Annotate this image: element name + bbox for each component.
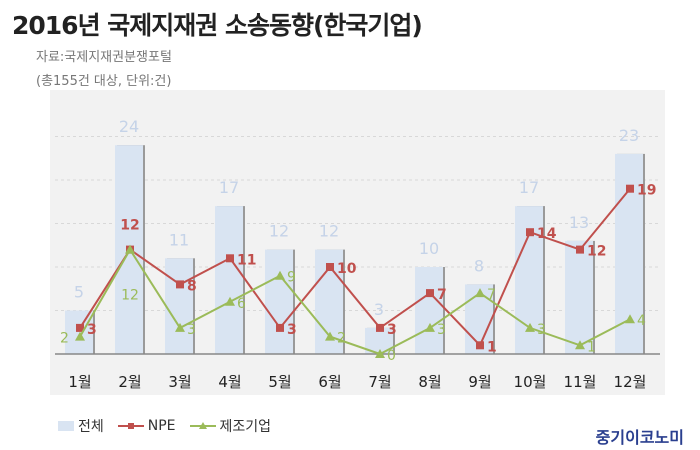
x-tick-label: 4월 xyxy=(218,373,241,391)
x-tick-label: 6월 xyxy=(318,373,341,391)
npe-label: 3 xyxy=(387,322,397,338)
bar-label: 12 xyxy=(269,222,289,241)
bar-label: 11 xyxy=(169,230,189,249)
manufacturer-label: 4 xyxy=(637,313,646,329)
triangle-line-icon xyxy=(189,422,216,429)
npe-marker xyxy=(476,341,484,350)
manufacturer-marker xyxy=(625,314,635,324)
npe-line xyxy=(79,188,631,348)
manufacturer-marker xyxy=(175,322,185,332)
bar-label: 24 xyxy=(119,117,139,136)
manufacturer-label: 9 xyxy=(287,270,296,286)
x-tick-label: 9월 xyxy=(468,373,491,391)
npe-marker xyxy=(226,254,234,263)
bar-label: 8 xyxy=(474,256,484,275)
npe-label: 7 xyxy=(437,287,447,303)
x-tick-label: 2월 xyxy=(118,373,141,391)
manufacturer-marker xyxy=(325,331,335,341)
manufacturer-marker xyxy=(425,322,435,332)
manufacturer-marker xyxy=(475,288,485,298)
bar xyxy=(265,249,293,354)
manufacturer-label: 2 xyxy=(337,331,346,347)
unit-note: (총155건 대상, 단위:건) xyxy=(36,74,172,89)
bar-label: 13 xyxy=(569,213,589,232)
manufacturer-label: 2 xyxy=(60,331,69,347)
manufacturer-label: 6 xyxy=(237,296,246,312)
npe-label: 10 xyxy=(337,261,357,277)
npe-marker xyxy=(76,323,84,332)
npe-marker xyxy=(276,323,284,332)
legend-item-manufacturer: 제조기업 xyxy=(189,416,271,436)
npe-marker xyxy=(426,289,434,298)
bar-label: 12 xyxy=(319,222,339,241)
manufacturer-marker xyxy=(275,270,285,280)
npe-marker xyxy=(376,323,384,332)
npe-label: 12 xyxy=(120,218,139,234)
bar xyxy=(65,310,93,354)
manufacturer-label: 3 xyxy=(187,322,196,338)
bar-label: 23 xyxy=(619,126,639,145)
manufacturer-marker xyxy=(575,340,585,350)
bar-label: 3 xyxy=(374,300,384,319)
legend-item-total: 전체 xyxy=(58,416,104,436)
manufacturer-marker xyxy=(375,349,385,358)
x-tick-label: 3월 xyxy=(168,373,191,391)
manufacturer-label: 1 xyxy=(587,339,596,355)
x-tick-label: 8월 xyxy=(418,373,441,391)
bar xyxy=(565,240,593,354)
bar-swatch-icon xyxy=(58,421,74,431)
x-tick-label: 1월 xyxy=(68,373,91,391)
x-tick-label: 10월 xyxy=(514,373,547,391)
bar xyxy=(215,206,243,354)
source-note: 자료:국제지재권분쟁포털 xyxy=(36,50,172,65)
manufacturer-label: 0 xyxy=(387,348,396,364)
x-tick-label: 7월 xyxy=(368,373,391,391)
manufacturer-label: 12 xyxy=(121,288,139,304)
manufacturer-marker xyxy=(75,331,85,341)
x-tick-label: 12월 xyxy=(614,373,647,391)
legend: 전체 NPE 제조기업 xyxy=(58,416,271,436)
x-tick-label: 5월 xyxy=(268,373,291,391)
npe-label: 3 xyxy=(287,322,297,338)
bar xyxy=(165,258,193,354)
x-tick-label: 11월 xyxy=(564,373,597,391)
legend-item-npe: NPE xyxy=(117,418,176,434)
npe-label: 19 xyxy=(637,183,656,199)
npe-marker xyxy=(526,228,534,237)
npe-label: 1 xyxy=(487,339,497,355)
manufacturer-label: 7 xyxy=(487,287,496,303)
manufacturer-label: 3 xyxy=(437,322,446,338)
npe-label: 14 xyxy=(537,226,557,242)
npe-marker xyxy=(326,263,334,271)
bar xyxy=(415,267,443,354)
bar-label: 10 xyxy=(419,239,439,258)
npe-marker xyxy=(626,184,634,193)
manufacturer-line xyxy=(79,247,631,356)
manufacturer-marker xyxy=(225,296,235,306)
npe-label: 11 xyxy=(237,252,256,268)
page-title: 2016년 국제지재권 소송동향(한국기업) xyxy=(12,11,423,40)
bar-label: 17 xyxy=(219,178,239,197)
bar-label: 17 xyxy=(519,178,539,197)
npe-label: 3 xyxy=(87,322,97,338)
bar-label: 5 xyxy=(74,283,84,302)
npe-label: 8 xyxy=(187,278,197,294)
square-line-icon xyxy=(117,423,144,429)
brand-logo: 중기이코노미 xyxy=(595,428,684,447)
manufacturer-marker xyxy=(525,322,535,332)
npe-marker xyxy=(576,245,584,254)
manufacturer-label: 3 xyxy=(537,322,546,338)
npe-label: 12 xyxy=(587,244,606,260)
npe-marker xyxy=(176,280,184,289)
manufacturer-marker xyxy=(125,244,135,254)
